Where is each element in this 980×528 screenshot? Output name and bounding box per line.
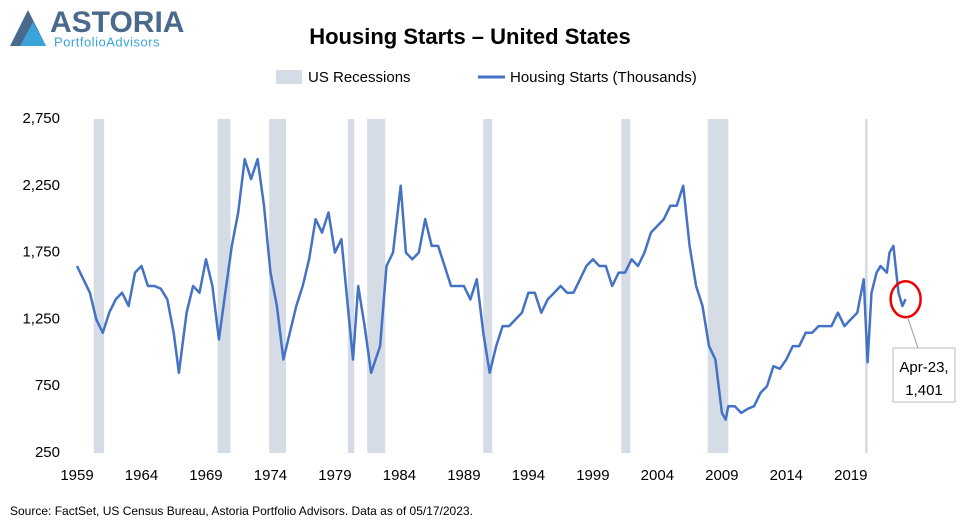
- y-tick-label: 1,250: [22, 310, 60, 327]
- y-tick-label: 250: [35, 444, 60, 461]
- recession-band: [707, 119, 729, 453]
- y-tick-label: 750: [35, 377, 60, 394]
- x-tick-label: 2019: [834, 467, 867, 484]
- annotation-leader: [907, 317, 919, 349]
- annotation-box: [892, 347, 956, 403]
- x-tick-label: 1964: [125, 467, 158, 484]
- logo-mark-accent: [20, 22, 46, 46]
- x-tick-label: 1989: [447, 467, 480, 484]
- y-tick-label: 1,750: [22, 244, 60, 261]
- recession-band: [347, 119, 355, 453]
- x-tick-label: 1984: [383, 467, 416, 484]
- x-tick-label: 2004: [641, 467, 674, 484]
- source-note: Source: FactSet, US Census Bureau, Astor…: [10, 504, 473, 518]
- recession-band: [217, 119, 231, 453]
- x-tick-label: 1979: [318, 467, 351, 484]
- data-line: [75, 157, 907, 421]
- x-tick-label: 2014: [770, 467, 803, 484]
- logo: ASTORIA PortfolioAdvisors: [10, 6, 184, 49]
- x-tick-label: 1974: [254, 467, 287, 484]
- recession-band: [93, 119, 105, 453]
- logo-tagline: PortfolioAdvisors: [54, 34, 160, 49]
- logo-name: ASTORIA: [50, 6, 184, 39]
- y-tick-label: 2,750: [22, 110, 60, 127]
- x-tick-label: 2009: [705, 467, 738, 484]
- recession-band: [367, 119, 386, 453]
- chart-title: Housing Starts – United States: [309, 24, 631, 49]
- annotation-text: Apr-23,: [899, 359, 948, 376]
- x-tick-label: 1999: [576, 467, 609, 484]
- x-tick-label: 1994: [512, 467, 545, 484]
- x-tick-label: 1969: [189, 467, 222, 484]
- legend-label: US Recessions: [308, 69, 411, 86]
- y-tick-label: 2,250: [22, 177, 60, 194]
- recession-band: [865, 119, 868, 453]
- recession-band: [269, 119, 286, 453]
- legend-label: Housing Starts (Thousands): [510, 69, 697, 86]
- recession-band: [621, 119, 631, 453]
- annotation-text: 1,401: [905, 382, 943, 399]
- recession-band: [483, 119, 493, 453]
- highlight-circle: [889, 279, 922, 319]
- x-tick-label: 1959: [60, 467, 93, 484]
- legend-swatch: [276, 70, 302, 84]
